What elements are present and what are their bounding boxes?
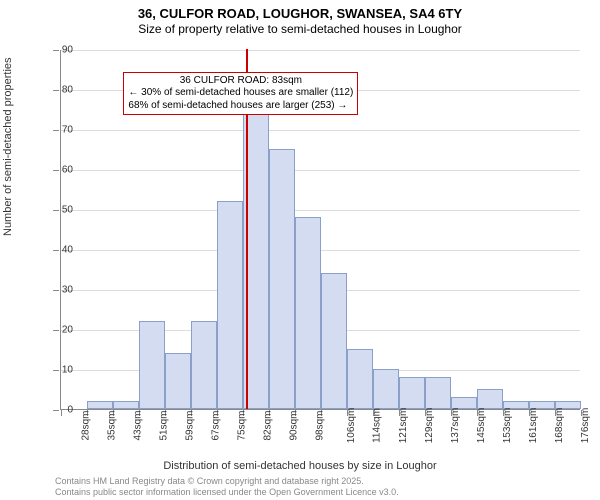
- x-tick-label: 35sqm: [107, 410, 118, 440]
- y-tick: [53, 170, 59, 171]
- y-tick: [53, 250, 59, 251]
- x-tick-label: 75sqm: [237, 410, 248, 440]
- footer-line-1: Contains HM Land Registry data © Crown c…: [55, 476, 399, 487]
- y-tick: [53, 290, 59, 291]
- x-tick-label: 59sqm: [185, 410, 196, 440]
- histogram-bar: [399, 377, 425, 409]
- y-tick: [53, 210, 59, 211]
- histogram-bar: [321, 273, 347, 409]
- x-tick-label: 114sqm: [371, 408, 382, 443]
- y-tick: [53, 370, 59, 371]
- chart-title: 36, CULFOR ROAD, LOUGHOR, SWANSEA, SA4 6…: [0, 0, 600, 21]
- x-tick-label: 82sqm: [263, 410, 274, 440]
- histogram-bar: [373, 369, 399, 409]
- y-tick-label: 30: [62, 285, 73, 296]
- x-tick-label: 168sqm: [554, 408, 565, 444]
- histogram-bar: [217, 201, 243, 409]
- histogram-bar: [139, 321, 165, 409]
- x-axis-label: Distribution of semi-detached houses by …: [0, 460, 600, 472]
- annotation-box: 36 CULFOR ROAD: 83sqm← 30% of semi-detac…: [123, 72, 358, 116]
- x-tick-label: 106sqm: [346, 408, 357, 444]
- x-tick-label: 161sqm: [528, 408, 539, 444]
- gridline: [61, 130, 580, 131]
- plot-area: 36 CULFOR ROAD: 83sqm← 30% of semi-detac…: [60, 50, 580, 410]
- y-tick: [53, 50, 59, 51]
- x-tick-label: 28sqm: [81, 410, 92, 440]
- x-tick-label: 51sqm: [159, 410, 170, 440]
- x-tick-label: 145sqm: [476, 408, 487, 444]
- footer-attribution: Contains HM Land Registry data © Crown c…: [55, 476, 399, 498]
- histogram-bar: [347, 349, 373, 409]
- y-tick-label: 50: [62, 205, 73, 216]
- y-tick: [53, 130, 59, 131]
- histogram-bar: [295, 217, 321, 409]
- x-tick-label: 129sqm: [424, 408, 435, 444]
- x-tick-label: 90sqm: [289, 410, 300, 440]
- y-tick-label: 0: [67, 405, 73, 416]
- footer-line-2: Contains public sector information licen…: [55, 487, 399, 498]
- annotation-line-3: 68% of semi-detached houses are larger (…: [128, 100, 353, 113]
- x-tick-label: 67sqm: [211, 410, 222, 440]
- histogram-bar: [87, 401, 113, 409]
- chart-subtitle: Size of property relative to semi-detach…: [0, 22, 600, 36]
- histogram-bar: [165, 353, 191, 409]
- x-tick-label: 121sqm: [398, 408, 409, 444]
- y-axis-label: Number of semi-detached properties: [2, 57, 14, 236]
- y-tick-label: 40: [62, 245, 73, 256]
- y-tick-label: 10: [62, 365, 73, 376]
- y-tick: [53, 90, 59, 91]
- gridline: [61, 210, 580, 211]
- x-tick-label: 153sqm: [502, 408, 513, 444]
- histogram-bar: [477, 389, 503, 409]
- x-tick: [61, 410, 62, 416]
- y-tick-label: 60: [62, 165, 73, 176]
- y-tick-label: 80: [62, 85, 73, 96]
- y-tick-label: 20: [62, 325, 73, 336]
- annotation-line-1: 36 CULFOR ROAD: 83sqm: [128, 75, 353, 88]
- x-tick-label: 137sqm: [450, 408, 461, 444]
- histogram-bar: [191, 321, 217, 409]
- gridline: [61, 170, 580, 171]
- histogram-bar: [269, 149, 295, 409]
- gridline: [61, 50, 580, 51]
- annotation-line-2: ← 30% of semi-detached houses are smalle…: [128, 87, 353, 100]
- x-tick-label: 98sqm: [315, 410, 326, 440]
- x-tick-label: 176sqm: [580, 408, 591, 444]
- y-tick: [53, 330, 59, 331]
- histogram-bar: [113, 401, 139, 409]
- histogram-bar: [425, 377, 451, 409]
- x-tick-label: 43sqm: [133, 410, 144, 440]
- y-tick-label: 90: [62, 45, 73, 56]
- y-tick-label: 70: [62, 125, 73, 136]
- chart-container: 36, CULFOR ROAD, LOUGHOR, SWANSEA, SA4 6…: [0, 0, 600, 500]
- y-tick: [53, 410, 59, 411]
